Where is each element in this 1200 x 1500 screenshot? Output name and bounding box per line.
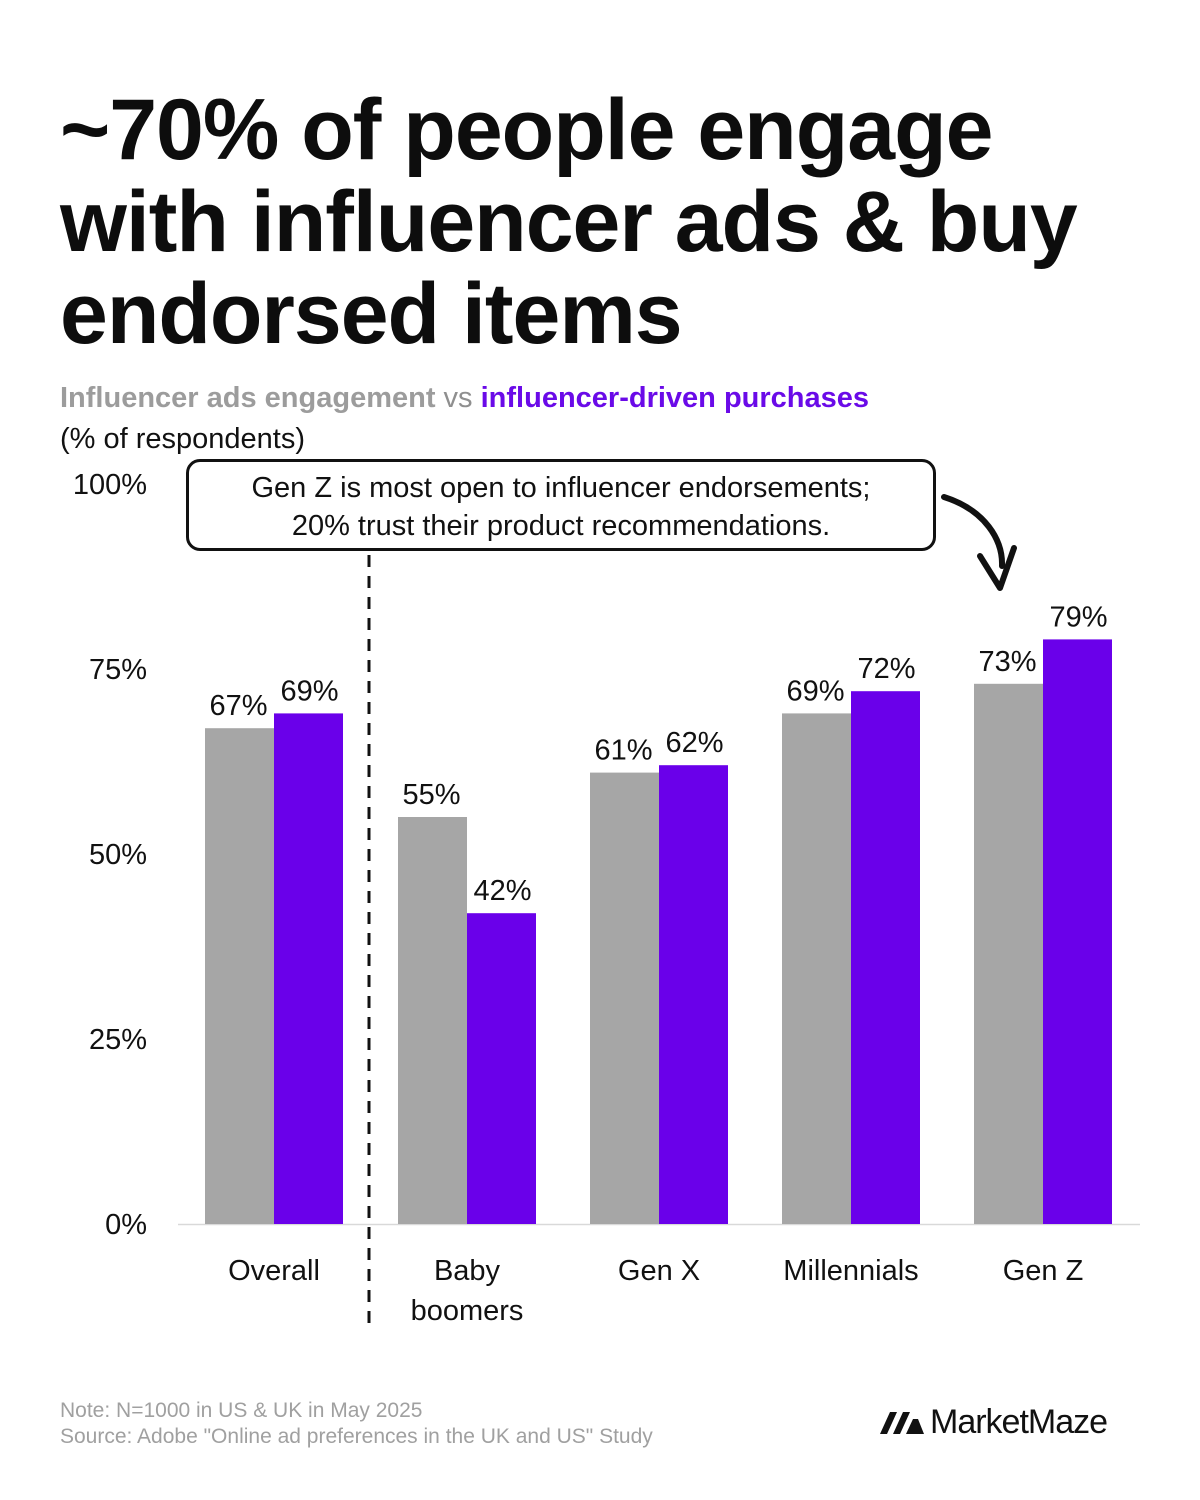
callout-arrow-icon [941, 494, 1006, 569]
bar-purchases [1043, 639, 1112, 1224]
footnote: Note: N=1000 in US & UK in May 2025 Sour… [60, 1398, 653, 1450]
bar-purchases [659, 765, 728, 1224]
x-tick-label: Baby [434, 1255, 501, 1287]
x-tick-label: Overall [228, 1255, 320, 1287]
chart-title: ~70% of people engage with influencer ad… [60, 82, 1078, 362]
bar-engagement [974, 683, 1043, 1224]
bar-value-label: 69% [280, 675, 338, 707]
callout-line-1: Gen Z is most open to influencer endorse… [251, 472, 871, 504]
bar-value-label: 73% [978, 646, 1036, 678]
bar-engagement [398, 817, 467, 1224]
brand-logo: MarketMaze [880, 1402, 1108, 1442]
y-tick-label: 100% [73, 469, 147, 501]
bar-engagement [590, 772, 659, 1224]
bar-value-label: 42% [473, 875, 531, 907]
marketmaze-logo-icon [880, 1412, 924, 1434]
x-tick-label: Millennials [783, 1255, 918, 1287]
bar-value-label: 62% [665, 727, 723, 759]
x-tick-label: Gen Z [1003, 1255, 1084, 1287]
subtitle-vs: vs [435, 382, 481, 414]
bar-engagement [205, 728, 274, 1224]
callout-line-2: 20% trust their product recommendations. [291, 510, 831, 542]
bar-value-label: 67% [209, 690, 267, 722]
brand-name: MarketMaze [930, 1402, 1108, 1441]
subtitle-engagement: Influencer ads engagement [60, 382, 436, 414]
arrowhead-icon [977, 545, 1017, 591]
chart-units: (% of respondents) [60, 423, 306, 455]
chart-subtitle: Influencer ads engagement vs influencer-… [60, 380, 869, 416]
bar-value-label: 55% [402, 779, 460, 811]
bar-engagement [782, 713, 851, 1224]
bar-value-label: 72% [857, 653, 915, 685]
y-tick-label: 0% [105, 1209, 147, 1241]
note-line: Note: N=1000 in US & UK in May 2025 [60, 1399, 423, 1422]
x-tick-label: Gen X [618, 1255, 700, 1287]
bar-value-label: 69% [786, 675, 844, 707]
callout-box: Gen Z is most open to influencer endorse… [186, 459, 936, 551]
y-tick-label: 75% [89, 654, 147, 686]
x-tick-label: boomers [411, 1295, 524, 1327]
bar-value-label: 79% [1049, 601, 1107, 633]
bar-purchases [467, 913, 536, 1224]
bar-purchases [851, 691, 920, 1224]
subtitle-purchases: influencer-driven purchases [480, 382, 870, 414]
bar-value-label: 61% [594, 735, 652, 767]
y-tick-label: 50% [89, 839, 147, 871]
bar-purchases [274, 713, 343, 1224]
y-tick-label: 25% [89, 1024, 147, 1056]
source-line: Source: Adobe "Online ad preferences in … [60, 1425, 653, 1448]
